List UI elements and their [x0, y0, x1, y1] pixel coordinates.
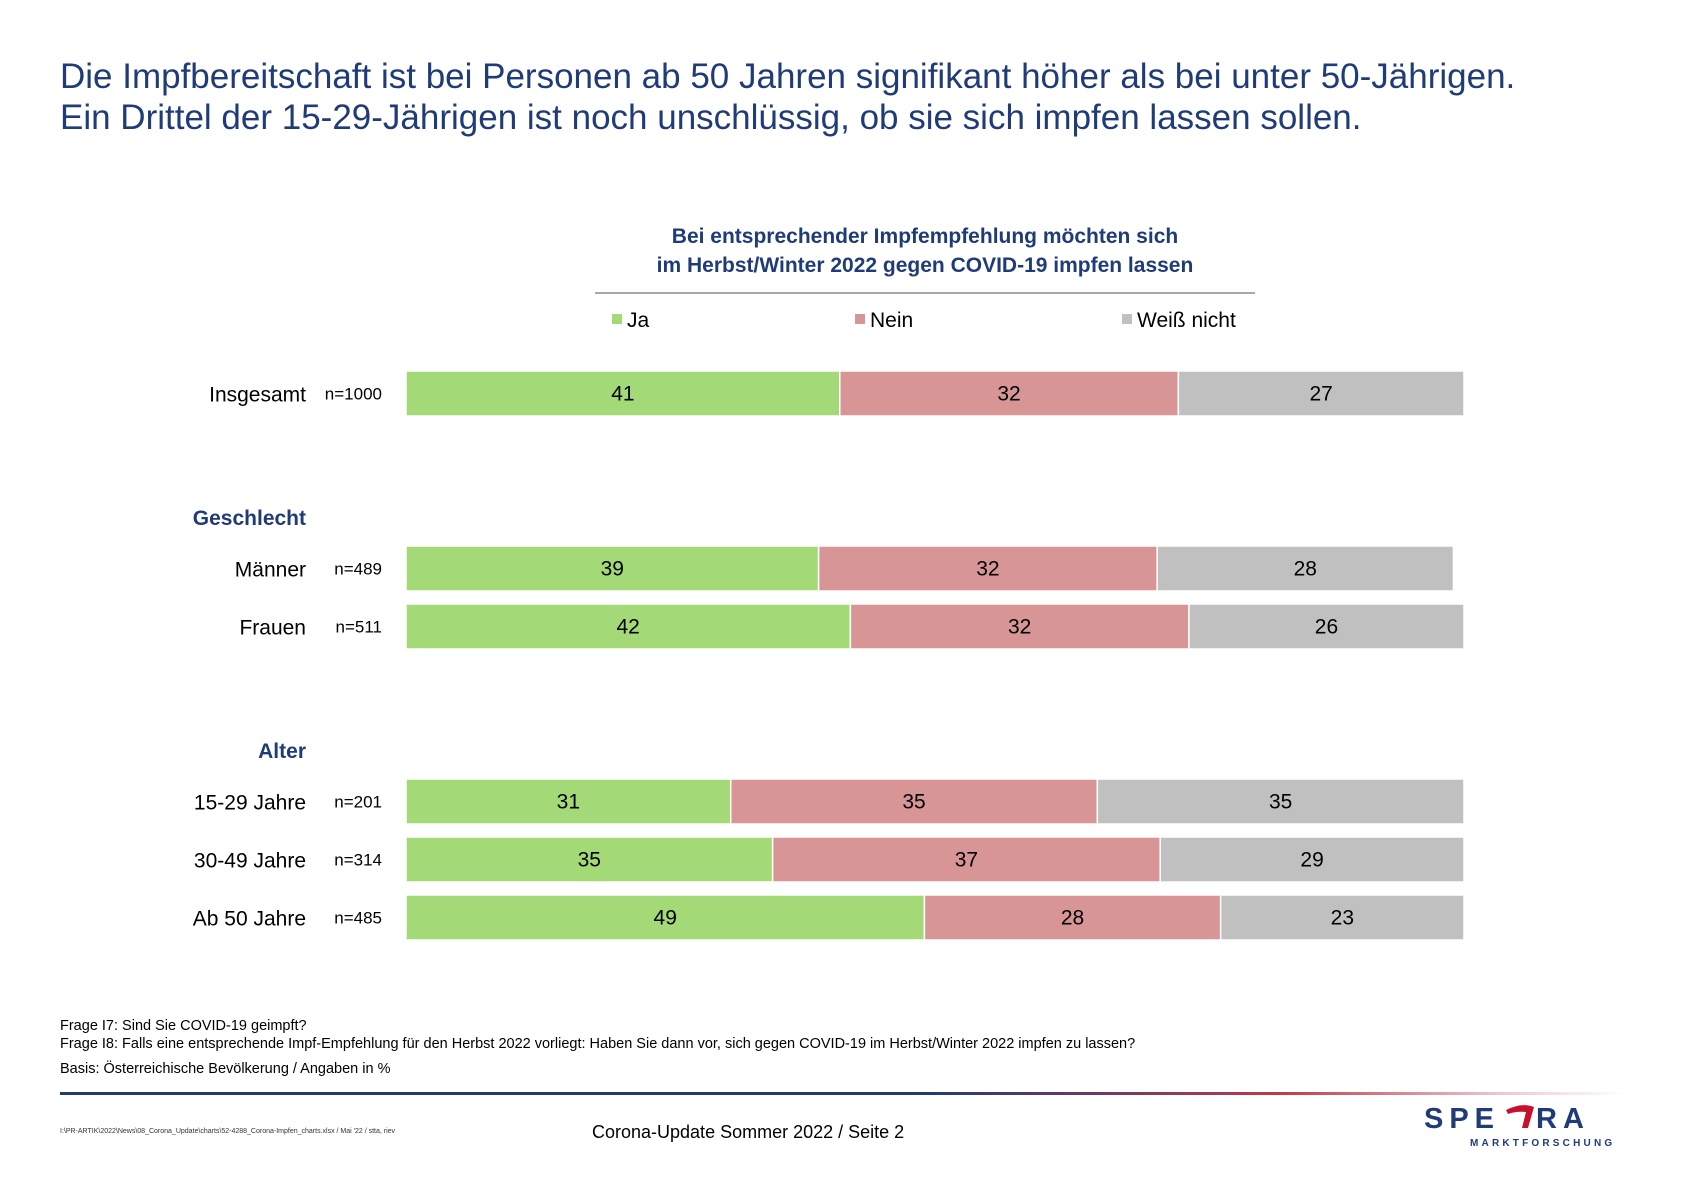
- chart-title: Bei entsprechender Impfempfehlung möchte…: [595, 222, 1255, 280]
- page-footer: Corona-Update Sommer 2022 / Seite 2: [592, 1122, 905, 1142]
- group-header-2: Alter: [258, 740, 306, 763]
- bar-value-2-2-1: 28: [1061, 907, 1084, 930]
- legend-swatch-2: [1122, 314, 1132, 324]
- note-frage-i8: Frage I8: Falls eine entsprechende Impf-…: [60, 1036, 1136, 1052]
- bar-segment-0-0-2: [1177, 370, 1465, 417]
- bar-value-1-0-1: 32: [976, 558, 999, 581]
- footer-divider: [60, 1092, 1625, 1095]
- row-n-1-1: n=511: [336, 618, 382, 637]
- row-label-2-1: 30-49 Jahre: [194, 850, 306, 873]
- row-label-2-0: 15-29 Jahre: [194, 792, 306, 815]
- bar-value-1-1-0: 42: [617, 616, 640, 639]
- bar-segment-2-2-2: [1219, 894, 1465, 941]
- bar-segment-1-0-0: [405, 545, 820, 592]
- row-label-1-0: Männer: [235, 559, 306, 582]
- bar-value-1-0-0: 39: [601, 558, 624, 581]
- file-path: I:\PR-ARTIK\2022\News\08_Corona_Update\c…: [60, 1128, 396, 1135]
- legend-label-0: Ja: [627, 309, 650, 332]
- bar-value-2-1-1: 37: [955, 849, 978, 872]
- chart-title-line-2: im Herbst/Winter 2022 gegen COVID-19 imp…: [656, 254, 1194, 277]
- headline-line-2: Ein Drittel der 15-29-Jährigen ist noch …: [60, 98, 1362, 137]
- logo-tagline: MARKTFORSCHUNG: [1470, 1138, 1615, 1148]
- bar-segment-2-1-2: [1159, 836, 1465, 883]
- bar-value-1-1-2: 26: [1315, 616, 1338, 639]
- bar-segment-2-1-1: [771, 836, 1161, 883]
- bar-value-2-0-2: 35: [1269, 791, 1292, 814]
- footnotes: Frage I7: Sind Sie COVID-19 geimpft? Fra…: [60, 1017, 1560, 1078]
- bar-segment-2-0-2: [1096, 778, 1465, 825]
- note-basis: Basis: Österreichische Bevölkerung / Ang…: [60, 1061, 391, 1077]
- headline: Die Impfbereitschaft ist bei Personen ab…: [60, 56, 1620, 138]
- legend-swatch-0: [612, 314, 622, 324]
- bar-segment-1-1-2: [1188, 603, 1465, 650]
- bar-segment-2-2-1: [923, 894, 1222, 941]
- bar-segment-2-0-1: [729, 778, 1099, 825]
- bar-value-1-0-2: 28: [1294, 558, 1317, 581]
- row-n-0-0: n=1000: [325, 385, 382, 404]
- bar-value-2-1-2: 29: [1300, 849, 1323, 872]
- legend-label-2: Weiß nicht: [1137, 309, 1236, 332]
- legend-swatch-1: [855, 314, 865, 324]
- spectra-logo: SPE RA MARKTFORSCHUNG: [1424, 1103, 1615, 1148]
- bar-segment-1-1-0: [405, 603, 852, 650]
- bar-value-1-1-1: 32: [1008, 616, 1031, 639]
- bar-segment-2-2-0: [405, 894, 926, 941]
- logo-word: SPE: [1424, 1103, 1500, 1135]
- group-header-1: Geschlecht: [193, 507, 306, 530]
- headline-line-1: Die Impfbereitschaft ist bei Personen ab…: [60, 57, 1516, 96]
- bar-value-2-2-2: 23: [1331, 907, 1354, 930]
- row-label-2-2: Ab 50 Jahre: [193, 908, 306, 931]
- bar-value-0-0-1: 32: [997, 383, 1020, 406]
- bar-segment-1-0-2: [1156, 545, 1455, 592]
- logo-swoosh-icon: [1506, 1105, 1534, 1128]
- bar-segment-0-0-0: [405, 370, 841, 417]
- bar-value-2-0-1: 35: [902, 791, 925, 814]
- chart-title-divider: [595, 292, 1255, 294]
- bar-value-0-0-0: 41: [611, 383, 634, 406]
- chart-title-line-1: Bei entsprechender Impfempfehlung möchte…: [671, 225, 1179, 248]
- note-frage-i7: Frage I7: Sind Sie COVID-19 geimpft?: [60, 1018, 307, 1034]
- row-n-2-0: n=201: [334, 793, 382, 812]
- stacked-bar-chart: Ja Nein Weiß nicht Insgesamt n=1000 41 32 27 Ges…: [193, 309, 1465, 941]
- bar-segment-2-1-0: [405, 836, 774, 883]
- bar-value-2-0-0: 31: [557, 791, 580, 814]
- bar-value-2-1-0: 35: [578, 849, 601, 872]
- logo-word-tail: RA: [1536, 1103, 1590, 1135]
- bar-segment-1-1-1: [849, 603, 1190, 650]
- row-n-1-0: n=489: [334, 560, 382, 579]
- row-label-0-0: Insgesamt: [209, 384, 306, 407]
- row-n-2-1: n=314: [334, 851, 382, 870]
- bar-value-2-2-0: 49: [654, 907, 677, 930]
- row-label-1-1: Frauen: [239, 617, 306, 640]
- legend-label-1: Nein: [870, 309, 913, 332]
- row-n-2-2: n=485: [334, 909, 382, 928]
- bar-value-0-0-2: 27: [1309, 383, 1332, 406]
